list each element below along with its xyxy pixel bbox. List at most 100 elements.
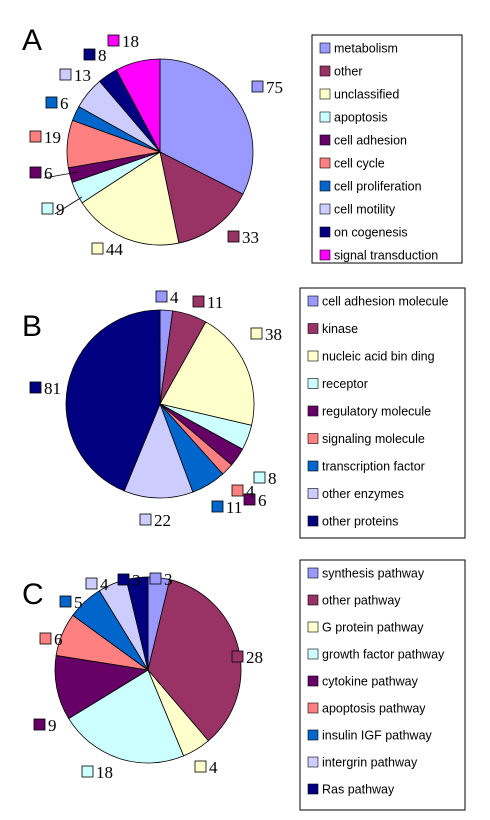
data-label-key	[253, 471, 266, 484]
data-label-key	[59, 68, 72, 81]
legend-label: other enzymes	[322, 487, 404, 501]
data-label-value: 3	[164, 570, 173, 589]
legend-item: other	[319, 65, 363, 79]
legend-swatch	[319, 180, 331, 192]
legend-swatch	[319, 65, 331, 77]
data-label-key	[251, 80, 264, 93]
data-label-key	[231, 650, 244, 663]
data-label-key	[29, 130, 42, 143]
legend-swatch	[319, 249, 331, 261]
legend-label: signal transduction	[334, 249, 438, 263]
legend-label: Ras pathway	[322, 783, 395, 797]
data-label-value: 6	[258, 491, 267, 510]
data-label: 9	[33, 716, 57, 735]
legend-swatch	[307, 648, 319, 660]
data-label-value: 6	[44, 164, 53, 183]
legend-swatch	[307, 488, 319, 499]
data-label: 44	[91, 240, 124, 259]
legend-item: growth factor pathway	[307, 648, 445, 662]
legend-label: receptor	[322, 377, 368, 391]
data-label-value: 19	[44, 128, 61, 147]
leader-line	[54, 196, 83, 215]
legend-item: cell adhesion molecule	[307, 295, 449, 309]
legend-item: nucleic acid bin ding	[307, 350, 435, 364]
legend-swatch	[307, 433, 319, 444]
legend-item: insulin IGF pathway	[307, 729, 433, 743]
legend-item: signaling molecule	[307, 432, 425, 446]
data-label-value: 11	[226, 498, 242, 517]
legend-item: apoptosis	[319, 111, 388, 125]
legend-item: cell proliferation	[319, 180, 422, 194]
legend-swatch	[307, 675, 319, 687]
legend-swatch	[307, 594, 319, 606]
pie-slice-other-enzymes	[123, 402, 194, 499]
data-label-key	[29, 381, 42, 394]
data-label-key	[250, 327, 263, 340]
data-label-value: 6	[54, 630, 63, 649]
data-label-key	[117, 573, 130, 586]
data-label-value: 11	[207, 293, 223, 312]
pie-slice-other-proteins	[65, 309, 161, 492]
legend-swatch	[307, 378, 319, 389]
data-label-value: 5	[74, 593, 83, 612]
legend-label: apoptosis	[334, 111, 388, 125]
data-label-key	[243, 493, 256, 506]
legend-swatch	[307, 460, 319, 472]
legend-box	[299, 287, 466, 539]
legend-item: signal transduction	[319, 249, 438, 263]
data-label-value: 4	[170, 288, 179, 307]
data-label-key	[107, 34, 120, 47]
legend-swatch	[307, 621, 319, 633]
data-label-key	[231, 484, 244, 497]
data-label: 6	[29, 164, 79, 183]
legend-label: insulin IGF pathway	[322, 729, 433, 743]
data-label: 33	[227, 228, 259, 247]
data-label-value: 9	[56, 200, 65, 219]
data-label: 11	[192, 293, 223, 312]
legend-label: other pathway	[322, 594, 401, 608]
data-label: 3	[117, 571, 141, 590]
data-label: 75	[251, 78, 283, 97]
legend-item: intergrin pathway	[307, 756, 418, 770]
legend-swatch	[307, 702, 319, 714]
data-label: 28	[231, 648, 263, 667]
data-label-key	[194, 760, 207, 773]
data-label: 38	[250, 325, 282, 344]
data-label: 22	[139, 511, 171, 530]
data-label-value: 38	[265, 325, 282, 344]
pie-slice-cytokine-pathway	[54, 654, 150, 720]
data-label-value: 28	[246, 648, 263, 667]
legend-box	[311, 34, 463, 264]
data-label-key	[45, 96, 58, 109]
data-label: 18	[107, 32, 139, 51]
legend-swatch	[307, 405, 319, 417]
data-label-key	[91, 242, 104, 255]
data-label-value: 6	[60, 94, 69, 113]
data-label: 4	[85, 575, 109, 594]
data-label: 6	[243, 491, 267, 510]
legend-item: on cogenesis	[319, 226, 408, 240]
leader-line	[43, 171, 79, 179]
data-label: 6	[39, 630, 63, 649]
legend-swatch	[319, 111, 331, 123]
legend-label: cell cycle	[334, 157, 385, 171]
legend-label: synthesis pathway	[322, 567, 425, 581]
legend-swatch	[307, 567, 319, 579]
data-label-key	[81, 765, 94, 778]
data-label-key	[149, 572, 162, 585]
data-label-key	[41, 202, 54, 215]
data-label: 4	[194, 758, 218, 777]
legend-swatch	[307, 729, 319, 741]
data-label: 4	[231, 482, 255, 501]
data-label-value: 44	[106, 240, 124, 259]
legend-item: metabolism	[319, 42, 398, 56]
data-label-key	[227, 230, 240, 243]
legend-label: regulatory molecule	[322, 405, 431, 419]
legend-label: signaling molecule	[322, 432, 425, 446]
data-label-value: 33	[242, 228, 259, 247]
legend-swatch	[307, 323, 319, 334]
panel-letter: B	[22, 310, 42, 343]
legend-item: other pathway	[307, 594, 401, 608]
legend-item: cell motility	[319, 203, 396, 217]
